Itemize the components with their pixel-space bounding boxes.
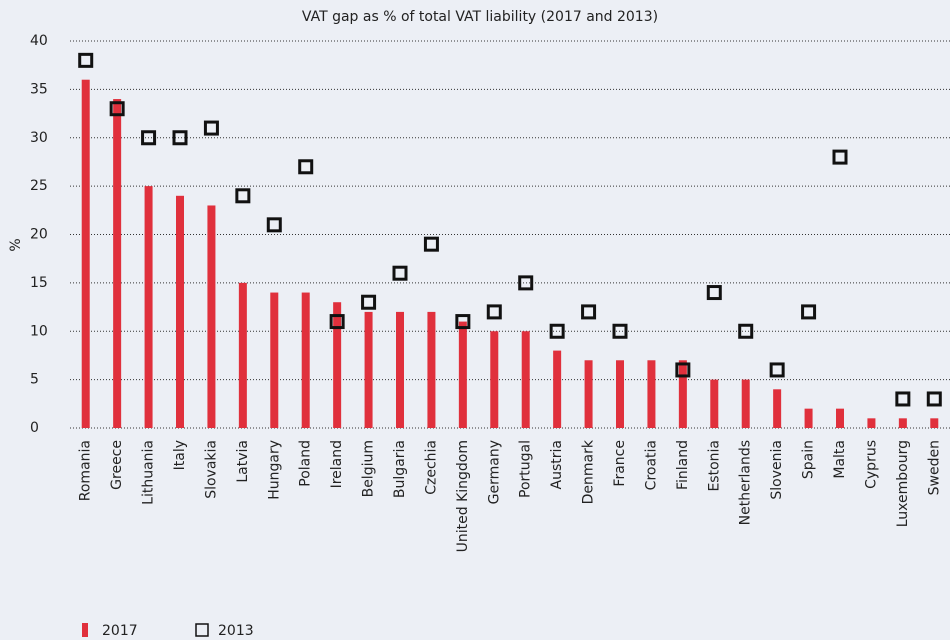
x-tick-label: France [612,440,628,487]
bar [710,379,719,428]
x-tick-label: Finland [675,440,691,490]
bar [773,389,782,428]
marker [329,314,345,330]
bar [81,79,90,428]
bar [867,418,876,428]
marker [769,362,785,378]
marker [455,314,471,330]
bar [364,311,373,428]
marker [235,188,251,204]
bar [144,186,153,428]
x-tick-label: Italy [172,440,188,470]
x-tick-label: Slovenia [769,440,785,500]
bar [113,99,122,429]
x-tick-label: Austria [549,440,565,489]
x-tick-label: Lithuania [141,440,157,505]
marker [361,294,377,310]
x-tick-label: Ireland [329,440,345,488]
x-tick-label: Estonia [706,440,722,492]
x-tick-label: Greece [109,440,125,490]
marker [612,323,628,339]
x-tick-label: Bulgaria [392,440,408,498]
legend-label: 2017 [102,623,138,639]
marker [706,285,722,301]
marker [141,130,157,146]
x-tick-label: Denmark [581,439,597,504]
bar [553,350,562,428]
chart-title: VAT gap as % of total VAT liability (201… [302,9,658,25]
y-tick-label: 15 [30,275,48,291]
marker [518,275,534,291]
y-tick-label: 10 [30,323,48,339]
y-tick-label: 5 [30,372,39,388]
y-tick-label: 40 [30,33,48,49]
bar [427,311,436,428]
bar [490,331,499,428]
x-tick-label: Romania [78,440,94,501]
marker [392,265,408,281]
bar [521,331,530,428]
x-tick-label: Czechia [423,440,439,495]
marker [486,304,502,320]
x-tick-label: Latvia [235,440,251,483]
bar [301,292,310,428]
legend-swatch [195,623,209,637]
legend-label: 2013 [218,623,254,639]
marker [581,304,597,320]
x-tick-label: Netherlands [738,440,754,525]
marker [832,149,848,165]
bar [396,311,404,428]
x-tick-label: Croatia [643,440,659,490]
marker [109,101,125,117]
x-tick-label: Germany [486,440,502,504]
marker [298,159,314,175]
y-tick-label: 30 [30,130,48,146]
bar [836,408,844,428]
marker [675,362,691,378]
x-tick-label: Sweden [926,440,942,495]
bar [741,379,750,428]
bar [176,195,184,428]
bar [333,302,342,428]
y-axis-label: % [8,238,24,251]
x-tick-label: Luxembourg [895,440,911,527]
y-tick-label: 25 [30,178,48,194]
bar [207,205,216,428]
x-tick-label: Belgium [361,440,377,497]
x-tick-label: Portugal [518,440,534,498]
marker [266,217,282,233]
marker [738,323,754,339]
x-tick-label: Hungary [266,440,282,500]
x-tick-label: Poland [298,440,314,487]
y-tick-label: 20 [30,227,48,243]
bar [616,360,624,428]
x-tick-label: Spain [801,440,817,479]
bar [678,360,687,428]
x-tick-label: United Kingdom [455,440,471,552]
marker [895,391,911,407]
bar [458,321,467,428]
marker [926,391,942,407]
bar [804,408,813,428]
marker [172,130,188,146]
marker [203,120,219,136]
x-tick-label: Cyprus [863,440,879,489]
marker [78,52,94,68]
bar [898,418,907,428]
y-tick-label: 35 [30,81,48,97]
marker [549,323,565,339]
bar [238,282,247,428]
bar [930,418,939,428]
y-tick-label: 0 [30,420,39,436]
bar [647,360,656,428]
legend-swatch [82,623,88,637]
x-tick-label: Slovakia [203,440,219,499]
marker [801,304,817,320]
marker [423,236,439,252]
bar [584,360,593,428]
bar [270,292,279,428]
x-tick-label: Malta [832,440,848,479]
